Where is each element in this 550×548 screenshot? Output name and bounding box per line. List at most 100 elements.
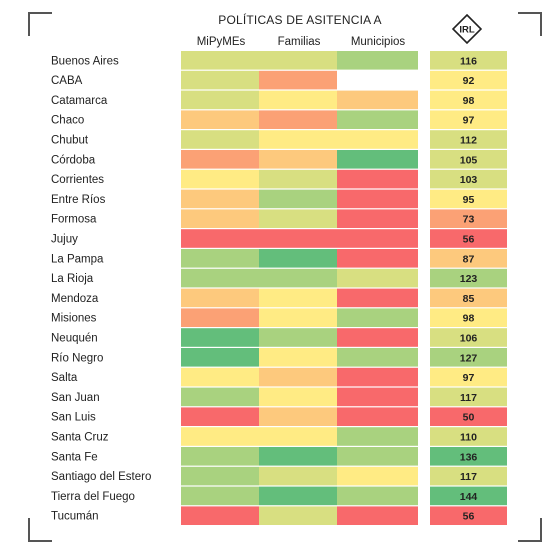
heatmap-cell xyxy=(259,466,337,486)
heatmap-cell xyxy=(181,150,259,169)
heatmap-cell xyxy=(259,189,337,209)
heatmap-cell xyxy=(337,70,418,90)
heatmap-cell xyxy=(181,169,259,189)
irl-cell xyxy=(430,189,507,209)
irl-cell xyxy=(430,387,507,407)
heatmap-cell xyxy=(181,427,259,446)
row-label: Santiago del Estero xyxy=(51,471,151,483)
heatmap-cell xyxy=(181,328,259,347)
frame-corner-bottom-left xyxy=(28,518,52,542)
row-label: Catamarca xyxy=(51,95,108,107)
irl-cell xyxy=(430,110,507,129)
irl-cell xyxy=(430,70,507,90)
heatmap-cell xyxy=(259,110,337,129)
irl-cell xyxy=(430,268,507,288)
row-label: San Luis xyxy=(51,412,96,424)
row-label: Mendoza xyxy=(51,293,99,305)
heatmap-cell xyxy=(337,249,418,268)
heatmap-cell xyxy=(259,367,337,387)
irl-value: 87 xyxy=(463,253,475,265)
irl-cell xyxy=(430,348,507,367)
heatmap-cell xyxy=(337,229,418,248)
heatmap-cell xyxy=(259,229,337,248)
row-label: La Rioja xyxy=(51,273,94,285)
heatmap-cell xyxy=(337,150,418,169)
heatmap-cell xyxy=(259,447,337,466)
irl-value: 97 xyxy=(463,115,475,127)
irl-value: 136 xyxy=(460,451,478,463)
heatmap-cell xyxy=(337,506,418,525)
irl-value: 117 xyxy=(460,471,477,483)
row-label: La Pampa xyxy=(51,253,104,265)
heatmap-cell xyxy=(259,169,337,189)
row-label: Salta xyxy=(51,372,78,384)
irl-cell xyxy=(430,427,507,446)
column-header-familias: Familias xyxy=(277,36,321,48)
irl-cell xyxy=(430,130,507,149)
irl-value: 112 xyxy=(460,135,477,147)
irl-cell xyxy=(430,209,507,228)
heatmap-cell xyxy=(337,209,418,228)
irl-value: 97 xyxy=(463,372,475,384)
irl-value: 105 xyxy=(460,154,478,166)
irl-cell xyxy=(430,367,507,387)
irl-value: 110 xyxy=(460,432,477,444)
row-label: Misiones xyxy=(51,313,97,325)
irl-cell xyxy=(430,506,507,525)
heatmap-cell xyxy=(181,209,259,228)
heatmap-cell xyxy=(259,268,337,288)
irl-cell xyxy=(430,288,507,308)
heatmap-cell xyxy=(181,189,259,209)
heatmap-cell xyxy=(181,249,259,268)
irl-value: 56 xyxy=(463,234,475,246)
irl-value: 117 xyxy=(460,392,477,404)
row-label: Río Negro xyxy=(51,352,103,364)
heatmap-cell xyxy=(337,308,418,327)
row-label: Santa Cruz xyxy=(51,432,109,444)
row-label: Corrientes xyxy=(51,174,104,186)
heatmap-cell xyxy=(259,506,337,525)
heatmap-cell xyxy=(259,387,337,407)
heatmap-cell xyxy=(259,308,337,327)
heatmap-cell xyxy=(337,288,418,308)
column-header-municipios: Municipios xyxy=(350,36,406,48)
irl-value: 73 xyxy=(463,214,475,226)
irl-cell xyxy=(430,169,507,189)
heatmap-cell xyxy=(337,130,418,149)
irl-value: 92 xyxy=(463,75,475,87)
row-label: San Juan xyxy=(51,392,100,404)
heatmap-cell xyxy=(337,90,418,110)
heatmap-cell xyxy=(259,249,337,268)
row-label: Córdoba xyxy=(51,154,96,166)
heatmap-cell xyxy=(181,70,259,90)
irl-cell xyxy=(430,150,507,169)
heatmap-cell xyxy=(259,70,337,90)
irl-cell xyxy=(430,486,507,506)
column-header-mipymes: MiPyMEs xyxy=(196,36,246,48)
irl-value: 106 xyxy=(460,333,478,345)
heatmap-cell xyxy=(259,328,337,347)
heatmap-cell xyxy=(181,407,259,426)
row-label: Tierra del Fuego xyxy=(51,491,135,503)
heatmap-cell xyxy=(181,229,259,248)
row-label: Santa Fe xyxy=(51,451,98,463)
heatmap-cell xyxy=(181,466,259,486)
irl-value: 103 xyxy=(460,174,478,186)
heatmap-cell xyxy=(337,427,418,446)
heatmap-cell xyxy=(337,486,418,506)
heatmap-cell xyxy=(337,110,418,129)
heatmap-cell xyxy=(181,308,259,327)
heatmap-cell xyxy=(259,90,337,110)
heatmap-cell xyxy=(181,288,259,308)
irl-cell xyxy=(430,90,507,110)
irl-value: 127 xyxy=(460,352,478,364)
heatmap-cell xyxy=(337,447,418,466)
heatmap-cell xyxy=(181,348,259,367)
heatmap-cell xyxy=(337,328,418,347)
heatmap-cell xyxy=(181,447,259,466)
irl-header-label: IRL xyxy=(459,25,475,36)
heatmap-cell xyxy=(181,51,259,70)
heatmap-cell xyxy=(181,110,259,129)
heatmap-cell xyxy=(337,466,418,486)
irl-value: 116 xyxy=(460,55,477,67)
